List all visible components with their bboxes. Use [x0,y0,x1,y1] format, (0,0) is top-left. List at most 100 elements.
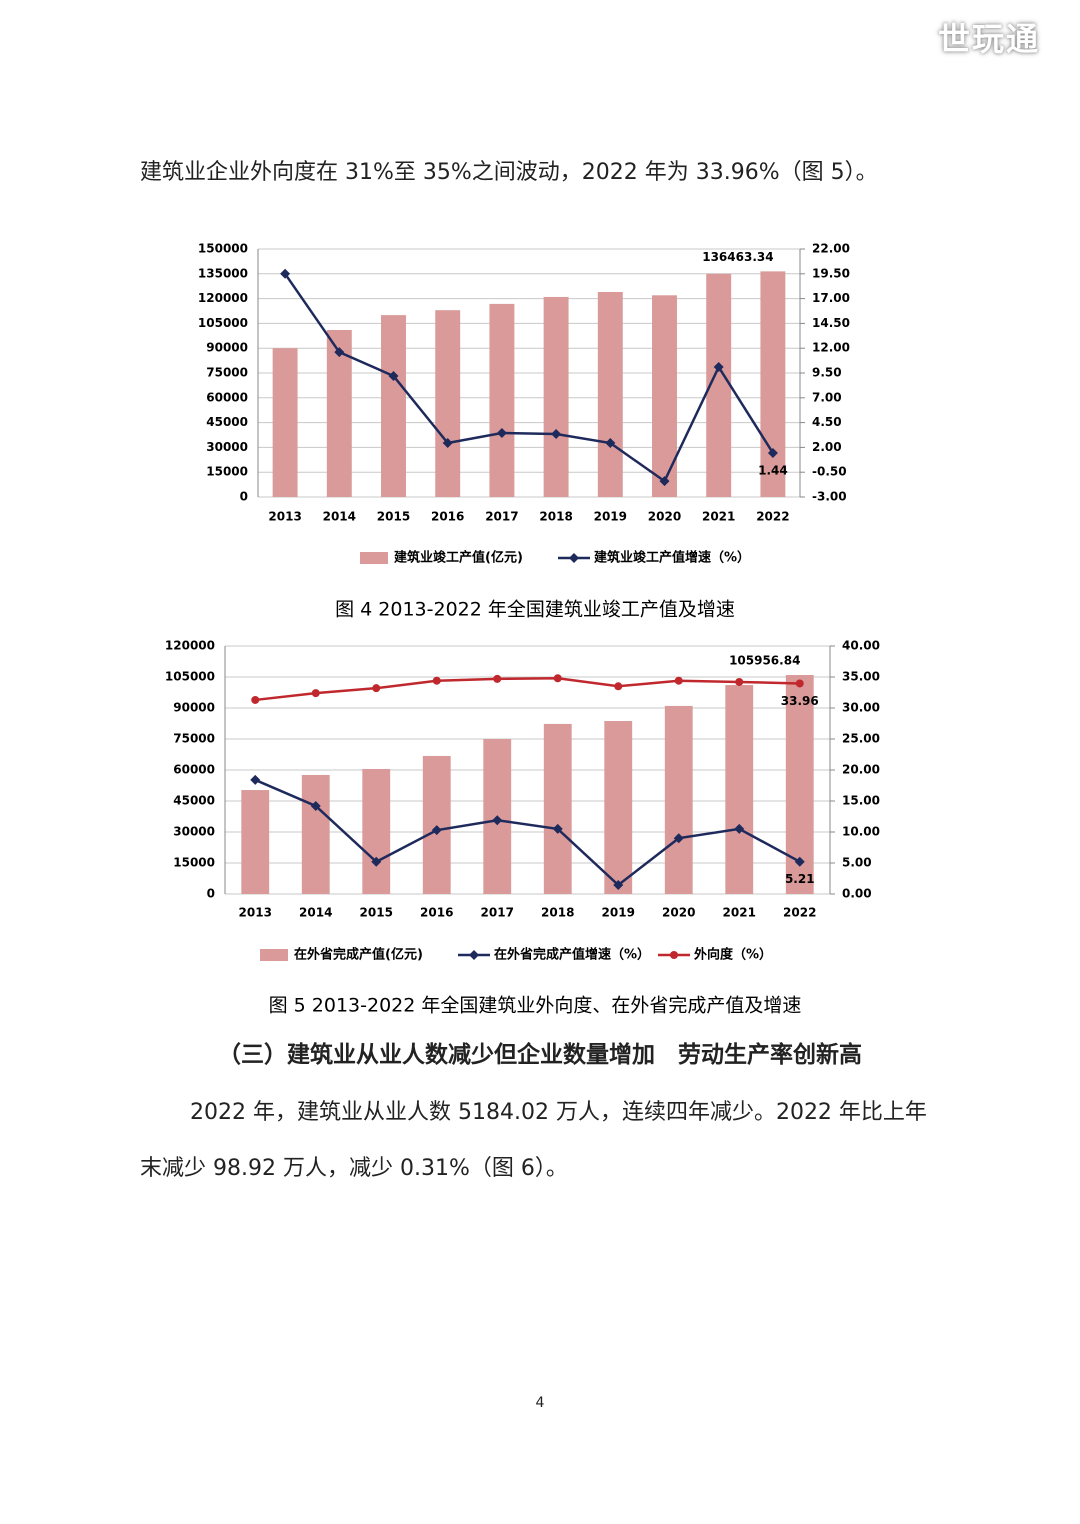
point [310,800,321,811]
bar [760,271,786,497]
y2-tick-label: 12.00 [812,341,850,355]
x-tick-label: 2019 [602,906,635,920]
y2-tick-label: 30.00 [842,701,880,715]
x-tick-label: 2013 [268,510,301,524]
point [659,476,670,487]
y2-tick-label: 25.00 [842,732,880,746]
point [551,429,562,440]
line [284,273,774,484]
bar [422,755,451,894]
y-tick-label: 90000 [206,341,248,355]
y-tick-label: 60000 [206,390,248,404]
bar [652,295,677,497]
x-tick-label: 2022 [756,510,789,524]
x-tick-label: 2016 [420,906,453,920]
page-number: 4 [535,1395,545,1411]
legend-swatch [670,951,678,959]
point [311,689,320,698]
point [794,856,805,867]
x-tick-label: 2015 [377,510,410,524]
point [496,428,507,439]
y2-tick-label: 5.00 [842,856,872,870]
y2-tick-label: -0.50 [812,465,847,479]
y-tick-label: 135000 [198,266,248,280]
value-label: 5.21 [785,872,815,886]
bar [664,705,693,894]
y2-tick-label: 9.50 [812,366,842,380]
point [371,856,382,867]
bar [241,790,270,894]
x-tick-label: 2021 [723,906,756,920]
watermark: 世玩通 [937,20,1040,58]
legend-label: 建筑业竣工产值增速（%） [594,550,750,566]
x-tick-label: 2014 [323,510,356,524]
y2-tick-label: 20.00 [842,763,880,777]
point [432,676,441,685]
bar [381,315,406,497]
bar [272,348,298,497]
chart-title: 图 5 2013-2022 年全国建筑业外向度、在外省完成产值及增速 [269,995,802,1017]
y2-tick-label: 19.50 [812,266,850,280]
y2-tick-label: 10.00 [842,825,880,839]
y-tick-label: 105000 [165,670,215,684]
legend-swatch [260,949,288,961]
point [674,676,683,685]
y-tick-label: 15000 [173,856,215,870]
bar [301,774,330,894]
point [442,438,453,449]
bar [326,330,352,497]
x-tick-label: 2013 [239,906,272,920]
y-tick-label: 120000 [198,291,248,305]
x-tick-label: 2020 [662,906,695,920]
point [713,362,724,373]
y2-tick-label: 35.00 [842,670,880,684]
legend-swatch [569,553,579,563]
x-tick-label: 2020 [648,510,681,524]
x-tick-label: 2018 [541,906,574,920]
point [613,880,624,891]
x-tick-label: 2017 [481,906,514,920]
bar [435,310,461,497]
y-tick-label: 75000 [206,366,248,380]
value-label: 136463.34 [702,250,773,264]
line [255,676,800,702]
point [734,823,745,834]
y-tick-label: 15000 [206,465,248,479]
value-label: 33.96 [781,694,819,708]
point [673,833,684,844]
paragraph: 建筑业企业外向度在 31%至 35%之间波动，2022 年为 33.96%（图 … [140,160,878,185]
point [334,347,345,358]
bar [489,303,515,497]
legend-swatch [360,552,388,564]
y2-tick-label: 7.00 [812,390,842,404]
y2-tick-label: 40.00 [842,639,880,653]
point [614,682,623,691]
y-tick-label: 150000 [198,242,248,256]
x-tick-label: 2019 [594,510,627,524]
y2-tick-label: 15.00 [842,794,880,808]
y-tick-label: 75000 [173,732,215,746]
y-tick-label: 90000 [173,701,215,715]
point [431,825,442,836]
y2-tick-label: -3.00 [812,490,847,504]
x-tick-label: 2014 [299,906,332,920]
x-tick-label: 2017 [485,510,518,524]
legend-label: 外向度（%） [693,947,772,963]
y-tick-label: 45000 [173,794,215,808]
y-tick-label: 120000 [165,639,215,653]
bar [362,768,391,894]
y-tick-label: 30000 [173,825,215,839]
line [254,778,801,887]
point [492,815,503,826]
point [735,677,744,686]
x-tick-label: 2022 [783,906,816,920]
point [250,774,261,785]
point [280,268,291,279]
legend-label: 建筑业竣工产值(亿元) [394,550,523,566]
y-tick-label: 105000 [198,316,248,330]
legend-label: 在外省完成产值增速（%） [494,947,650,963]
y-tick-label: 0 [240,490,248,504]
y2-tick-label: 17.00 [812,291,850,305]
